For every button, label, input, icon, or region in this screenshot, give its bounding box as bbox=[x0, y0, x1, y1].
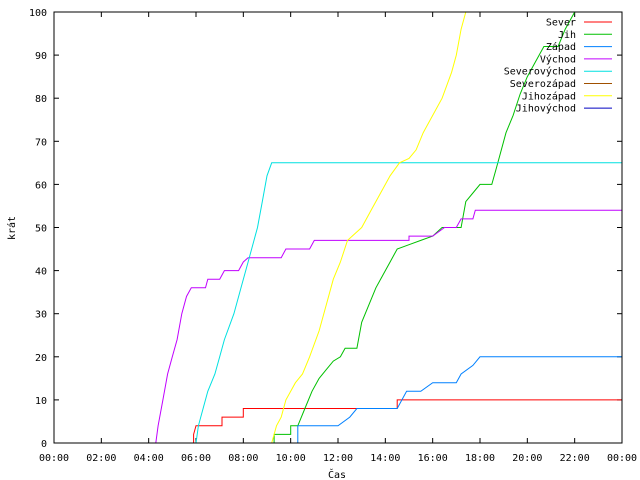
x-tick-label: 06:00 bbox=[181, 453, 211, 464]
series-line-severovychod bbox=[54, 162, 622, 444]
x-tick-label: 12:00 bbox=[323, 453, 353, 464]
legend-label: Jih bbox=[558, 30, 576, 41]
y-tick-label: 70 bbox=[35, 137, 47, 148]
y-tick-label: 50 bbox=[35, 224, 47, 235]
y-tick-label: 60 bbox=[35, 180, 47, 191]
axis-ticks: 00:00 02:00 04:00 06:00 08:00 10:00 12:00 14:00… bbox=[29, 8, 637, 464]
y-tick-label: 30 bbox=[35, 310, 47, 321]
x-tick-label: 02:00 bbox=[86, 453, 116, 464]
series-line-zapad bbox=[54, 356, 622, 444]
legend-label: Jihovýchod bbox=[516, 103, 576, 115]
legend-label: Severozápad bbox=[510, 78, 576, 90]
x-tick-label: 18:00 bbox=[465, 453, 495, 464]
x-tick-label: 04:00 bbox=[134, 453, 164, 464]
plot-frame bbox=[53, 11, 623, 444]
legend-label: Západ bbox=[546, 41, 576, 53]
y-tick-label: 0 bbox=[41, 439, 47, 450]
series-line-jih bbox=[54, 11, 576, 444]
legend: SeverJihZápadVýchodSeverovýchodSeverozáp… bbox=[504, 18, 612, 115]
y-tick-label: 90 bbox=[35, 51, 47, 62]
x-tick-label: 10:00 bbox=[276, 453, 306, 464]
y-tick-label: 10 bbox=[35, 396, 47, 407]
legend-label: Severovýchod bbox=[504, 66, 576, 78]
x-tick-label: 16:00 bbox=[418, 453, 448, 464]
x-tick-label: 20:00 bbox=[512, 453, 542, 464]
series-line-jihozapad bbox=[54, 11, 467, 444]
y-tick-label: 20 bbox=[35, 353, 47, 364]
legend-label: Jihozápad bbox=[522, 90, 576, 102]
x-tick-label: 00:00 bbox=[39, 453, 69, 464]
legend-label: Sever bbox=[546, 18, 576, 29]
y-tick-label: 80 bbox=[35, 94, 47, 105]
x-axis-title: Čas bbox=[328, 468, 346, 480]
x-tick-label: 22:00 bbox=[560, 453, 590, 464]
y-tick-label: 100 bbox=[29, 8, 47, 19]
x-tick-label: 00:00 bbox=[607, 453, 637, 464]
series-line-sever bbox=[54, 399, 622, 444]
y-axis-title: krát bbox=[6, 216, 18, 240]
legend-label: Východ bbox=[540, 53, 576, 65]
y-tick-label: 40 bbox=[35, 267, 47, 278]
x-tick-label: 14:00 bbox=[370, 453, 400, 464]
series-line-vychod bbox=[54, 209, 622, 444]
x-tick-label: 08:00 bbox=[228, 453, 258, 464]
